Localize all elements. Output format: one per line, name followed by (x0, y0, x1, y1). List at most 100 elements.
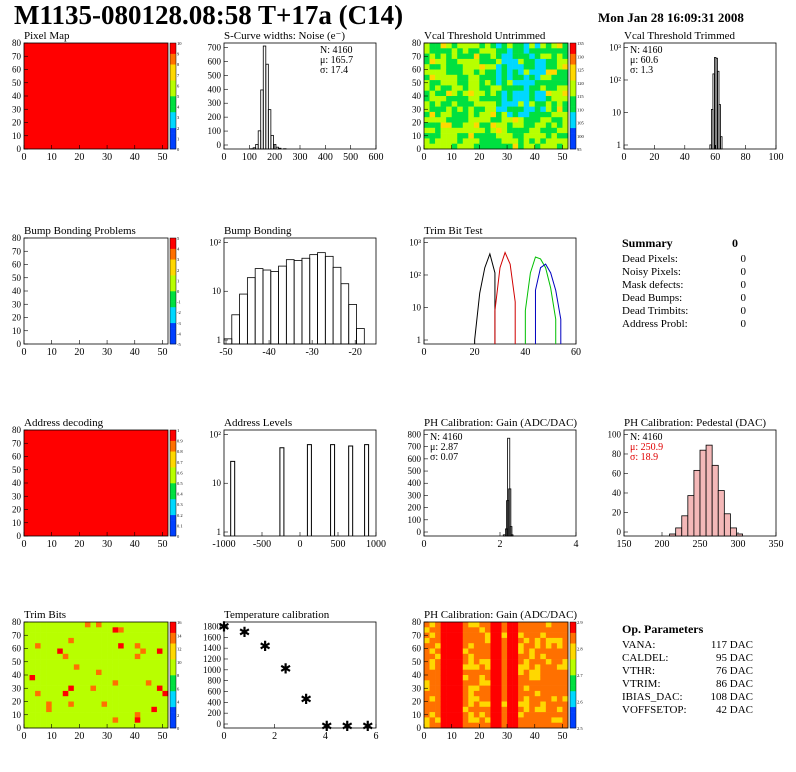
map-cell (484, 675, 491, 681)
map-cell (446, 685, 452, 692)
y-tick-label: 80 (12, 233, 22, 243)
map-cell (545, 122, 552, 129)
map-cell (523, 96, 530, 102)
y-tick-label: 10² (209, 429, 221, 439)
y-tick-label: 100 (208, 126, 222, 136)
map-cell (462, 680, 469, 686)
map-cell (523, 664, 530, 670)
map-cell (140, 659, 147, 665)
map-cell (140, 648, 147, 655)
map-cell (24, 722, 30, 729)
map-cell (501, 58, 508, 65)
map-cell (545, 696, 552, 702)
map-cell (501, 53, 508, 60)
map-cell (107, 675, 113, 681)
map-cell (73, 696, 80, 702)
map-cell (51, 653, 58, 660)
map-cell (140, 690, 147, 697)
map-cell (451, 680, 458, 686)
map-cell (473, 43, 480, 49)
map-cell (462, 659, 469, 665)
summary-label: Dead Trimbits: (622, 305, 688, 317)
map-cell (484, 85, 491, 91)
map-cell (68, 722, 75, 729)
map-cell (101, 637, 108, 644)
palette-label: 0.6 (177, 470, 183, 475)
y-tick-label: 80 (412, 617, 422, 627)
map-cell (512, 133, 519, 139)
map-cell (512, 90, 519, 97)
x-tick-label: 0 (422, 539, 427, 550)
map-cell (473, 696, 480, 702)
palette-label: 4 (177, 700, 180, 705)
y-tick-label: 1 (217, 527, 222, 537)
map-cell (556, 117, 563, 123)
map-cell (446, 643, 452, 649)
map-cell (424, 58, 430, 65)
stat-line: N: 4160 (320, 45, 353, 56)
map-cell (518, 717, 524, 723)
map-cell (440, 685, 447, 692)
palette-swatch (570, 637, 576, 644)
map-cell (518, 622, 524, 628)
map-cell (556, 85, 563, 91)
map-cell (440, 111, 447, 118)
map-cell (507, 64, 513, 70)
map-cell (551, 653, 558, 660)
x-tick-label: 80 (741, 152, 751, 163)
map-cell (479, 685, 486, 692)
map-cell (545, 117, 552, 123)
x-tick-label: 4 (574, 539, 579, 550)
map-cell (540, 69, 547, 76)
map-cell (446, 58, 452, 65)
y-tick-label: 0 (17, 531, 22, 541)
stat-line: μ: 250.9 (630, 442, 663, 453)
data-point: ✱ (239, 626, 251, 641)
plot-frame (423, 237, 577, 345)
x-tick-label: 40 (680, 152, 690, 163)
map-cell (545, 90, 552, 97)
map-cell (62, 648, 69, 655)
palette-swatch (170, 333, 176, 339)
map-cell (507, 722, 513, 729)
map-cell (507, 653, 513, 660)
map-cell (440, 637, 447, 644)
map-cell (446, 64, 452, 70)
map-cell (468, 117, 475, 123)
summary-label: Dead Pixels: (622, 253, 678, 265)
map-cell (534, 101, 541, 107)
map-cell (518, 58, 524, 65)
map-cell (429, 622, 436, 628)
map-cell (429, 632, 436, 639)
map-cell (46, 637, 52, 644)
map-cell (446, 706, 452, 713)
map-cell (440, 653, 447, 660)
map-cell (484, 64, 491, 70)
map-cell (556, 648, 563, 655)
map-cell (473, 675, 480, 681)
map-cell (46, 696, 52, 702)
map-cell (484, 143, 491, 150)
panel-title: Trim Bits (24, 609, 66, 621)
map-cell (501, 664, 508, 670)
map-cell (107, 722, 113, 729)
map-cell (435, 80, 441, 86)
map-cell (479, 712, 486, 718)
map-cell (462, 706, 469, 713)
map-cell (473, 53, 480, 60)
map-cell (501, 117, 508, 123)
map-cell (529, 96, 536, 102)
map-cell (457, 74, 464, 81)
map-cell (457, 80, 464, 86)
map-cell (118, 675, 124, 681)
map-cell (501, 632, 508, 639)
x-tick-label: 20 (74, 347, 84, 358)
map-cell (123, 717, 130, 723)
map-cell (479, 111, 486, 118)
x-tick-label: 40 (530, 731, 540, 742)
x-tick-label: 0 (222, 152, 227, 163)
map-cell (545, 669, 552, 676)
summary-value: 0 (741, 292, 747, 304)
map-cell (501, 643, 508, 649)
